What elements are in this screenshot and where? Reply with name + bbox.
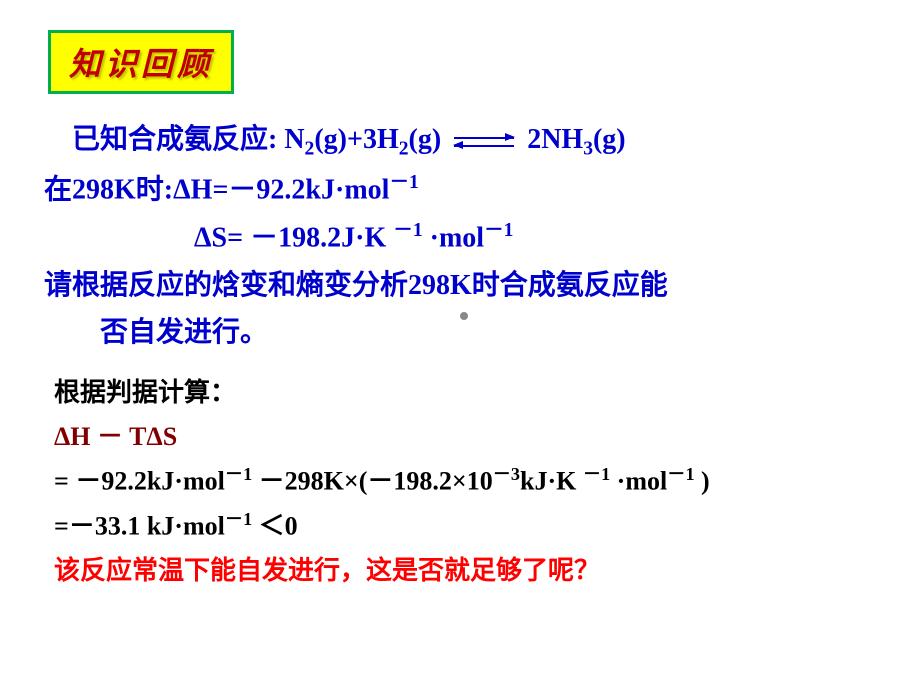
minus: － <box>69 512 95 541</box>
equilibrium-arrow-icon <box>454 132 514 152</box>
txt: TΔS <box>123 422 177 451</box>
problem-line-2: 在298K时:ΔH=－92.2kJ·mol－1 <box>44 166 876 214</box>
txt: 在298K时:ΔH= <box>44 174 228 205</box>
sub: 3 <box>583 139 593 160</box>
review-badge: 知识回顾 <box>48 30 234 94</box>
txt: ΔH <box>54 422 97 451</box>
minus: － <box>97 422 123 451</box>
txt: ) <box>695 467 710 496</box>
sub: 2 <box>305 139 315 160</box>
calc-formula: ΔH － TΔS <box>44 415 876 459</box>
sup: －1 <box>225 464 252 484</box>
txt: kJ·K <box>520 467 583 496</box>
minus: － <box>250 222 278 253</box>
sup: －1 <box>389 172 418 193</box>
txt: 92.2kJ·mol <box>256 174 389 205</box>
calc-header: 根据判据计算： <box>44 371 876 415</box>
sup: －1 <box>393 220 422 241</box>
txt: ΔS= <box>194 222 250 253</box>
txt: = <box>54 512 69 541</box>
txt: ＜0 <box>252 512 298 541</box>
txt: 198.2J·K <box>278 222 393 253</box>
minus: － <box>75 467 101 496</box>
txt: ·mol <box>423 222 484 253</box>
txt: = <box>54 467 75 496</box>
minus: － <box>367 467 393 496</box>
problem-line-3: ΔS= －198.2J·K －1 ·mol－1 <box>44 214 876 262</box>
txt: ·mol <box>610 467 667 496</box>
badge-text: 知识回顾 <box>69 46 213 82</box>
sup: －1 <box>484 220 513 241</box>
sup: －1 <box>583 464 610 484</box>
conclusion: 该反应常温下能自发进行，这是否就足够了呢？ <box>44 549 876 593</box>
calc-step-2: =－33.1 kJ·mol－1 ＜0 <box>44 504 876 549</box>
center-dot-icon <box>460 312 468 320</box>
minus: － <box>228 174 256 205</box>
txt: 198.2×10 <box>393 467 492 496</box>
calc-step-1: = －92.2kJ·mol－1 －298K×(－198.2×10－3kJ·K －… <box>44 459 876 504</box>
spacer <box>44 357 876 371</box>
slide-content: 已知合成氨反应: N2(g)+3H2(g) 2NH3(g) 在298K时:ΔH=… <box>44 116 876 593</box>
sup: －1 <box>225 509 252 529</box>
minus: － <box>259 467 285 496</box>
txt: (g) <box>593 124 626 155</box>
txt: 已知合成氨反应: N <box>72 124 305 155</box>
sup: －3 <box>493 464 520 484</box>
txt: (g) <box>409 124 442 155</box>
txt: 33.1 kJ·mol <box>95 512 225 541</box>
txt: (g)+3H <box>314 124 398 155</box>
sub: 2 <box>399 139 409 160</box>
sup: －1 <box>667 464 694 484</box>
txt: 92.2kJ·mol <box>101 467 225 496</box>
problem-line-1: 已知合成氨反应: N2(g)+3H2(g) 2NH3(g) <box>44 116 876 166</box>
txt: 2NH <box>527 124 583 155</box>
txt: 298K×( <box>285 467 368 496</box>
problem-line-4: 请根据反应的焓变和熵变分析298K时合成氨反应能 <box>44 262 876 310</box>
